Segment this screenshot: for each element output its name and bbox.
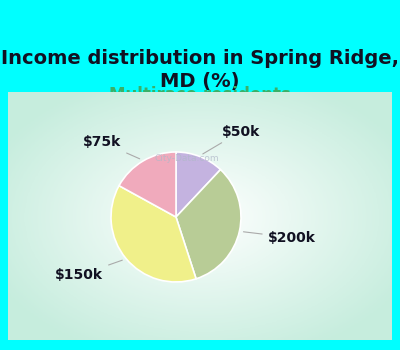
Wedge shape (176, 152, 220, 217)
Text: Income distribution in Spring Ridge,
MD (%): Income distribution in Spring Ridge, MD … (1, 49, 399, 91)
Text: $150k: $150k (55, 260, 122, 282)
Wedge shape (119, 152, 176, 217)
Text: $50k: $50k (203, 125, 260, 154)
Text: $75k: $75k (83, 135, 140, 159)
Text: Multirace residents: Multirace residents (109, 86, 291, 104)
Text: $200k: $200k (244, 231, 316, 245)
Wedge shape (176, 170, 241, 279)
Wedge shape (111, 186, 196, 282)
Text: City-Data.com: City-Data.com (154, 154, 219, 163)
